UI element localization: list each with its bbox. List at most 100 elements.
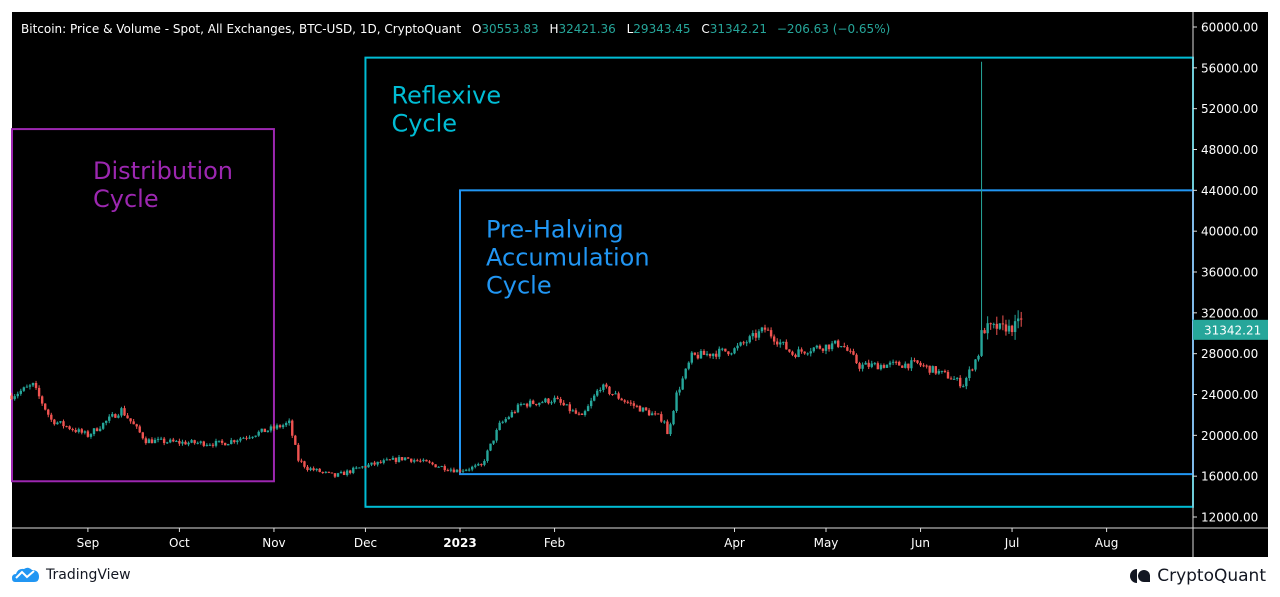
candle: [217, 440, 221, 443]
candle: [199, 440, 202, 445]
candle: [596, 388, 599, 397]
candle: [989, 322, 992, 330]
time-axis[interactable]: Sep Oct Nov Dec 2023 Feb Apr May Jun Jul Aug: [77, 528, 1119, 550]
candle-body: [464, 469, 468, 471]
candle-body: [681, 378, 684, 390]
candle-body: [56, 422, 59, 425]
candle-body: [141, 432, 144, 439]
candle-body: [498, 422, 501, 430]
candle-body: [281, 425, 285, 428]
candle: [361, 465, 364, 469]
candle-body: [919, 362, 922, 366]
candle: [705, 351, 709, 357]
candle: [614, 390, 617, 395]
price-axis[interactable]: 60000.00 56000.00 52000.00 48000.00 44000.00…: [1193, 21, 1258, 525]
candle: [416, 458, 419, 462]
y-tick-label: 36000.00: [1201, 266, 1258, 280]
tradingview-logo[interactable]: TradingView: [12, 566, 131, 584]
cryptoquant-logo[interactable]: CryptoQuant: [1129, 566, 1266, 586]
candle: [876, 361, 880, 370]
candle-body: [949, 378, 953, 380]
candle-body: [437, 466, 440, 468]
candle-body: [846, 347, 849, 351]
candle-body: [794, 354, 797, 358]
candle-body: [675, 392, 678, 411]
candle-body: [971, 369, 974, 371]
candle-body: [40, 396, 44, 404]
candle: [901, 365, 904, 368]
candle: [593, 393, 596, 402]
candle: [376, 461, 379, 467]
candle-body: [574, 410, 578, 414]
candle: [394, 457, 398, 464]
candle: [114, 413, 117, 418]
candle-body: [373, 462, 376, 465]
candle: [962, 384, 965, 388]
candle: [1013, 314, 1017, 340]
candle: [522, 403, 526, 405]
candle-body: [227, 444, 230, 446]
candle-body: [647, 410, 651, 416]
candle-body: [525, 403, 529, 407]
candle-body: [641, 407, 645, 412]
candle: [510, 409, 514, 418]
candle-body: [766, 329, 770, 331]
candle-body: [535, 403, 538, 405]
candle: [934, 365, 937, 375]
candle-body: [86, 431, 90, 437]
candle: [498, 420, 501, 431]
last-price-label: 31342.21: [1204, 323, 1261, 337]
candle: [86, 429, 90, 438]
candle: [397, 454, 401, 463]
candle: [544, 397, 547, 404]
candle-body: [754, 333, 758, 338]
candle: [623, 399, 626, 404]
candle-body: [940, 370, 944, 372]
candle-body: [669, 424, 672, 435]
candle: [599, 387, 602, 393]
candle-body: [312, 468, 315, 471]
candle: [528, 398, 532, 408]
candle: [931, 365, 934, 373]
candle: [507, 415, 510, 420]
candle-body: [431, 462, 434, 465]
candle-body: [1007, 325, 1011, 332]
y-tick-label: 60000.00: [1201, 21, 1258, 35]
candle: [489, 443, 492, 452]
candle-body: [571, 410, 575, 412]
cycle-box[interactable]: [11, 128, 275, 483]
candle-body: [952, 378, 956, 380]
candle-body: [254, 435, 257, 437]
candle-body: [98, 428, 102, 432]
candle-body: [83, 431, 87, 433]
candle-body: [196, 442, 199, 444]
candle-body: [718, 348, 721, 357]
candle-body: [943, 370, 947, 372]
candle-body: [434, 464, 437, 468]
candle-body: [425, 459, 428, 462]
candle-body: [626, 401, 629, 403]
candle-body: [111, 414, 114, 417]
candle: [446, 468, 449, 472]
candle: [946, 369, 950, 379]
candle-body: [132, 421, 135, 425]
candle: [410, 458, 413, 464]
candle: [431, 461, 434, 466]
low-value: 29343.45: [633, 22, 691, 36]
candle: [916, 360, 919, 365]
candle-body: [898, 361, 901, 366]
candle: [940, 370, 944, 374]
candle-body: [785, 341, 788, 350]
candle: [1007, 319, 1011, 334]
candle-body: [50, 414, 53, 420]
candle-body: [297, 444, 300, 461]
candle-body: [705, 353, 709, 355]
candle: [632, 400, 636, 409]
candle-body: [818, 345, 822, 349]
cycle-label: Cycle: [391, 110, 457, 138]
candle-body: [745, 342, 748, 344]
candle: [242, 436, 245, 439]
candle: [541, 400, 544, 404]
candle: [556, 395, 559, 400]
